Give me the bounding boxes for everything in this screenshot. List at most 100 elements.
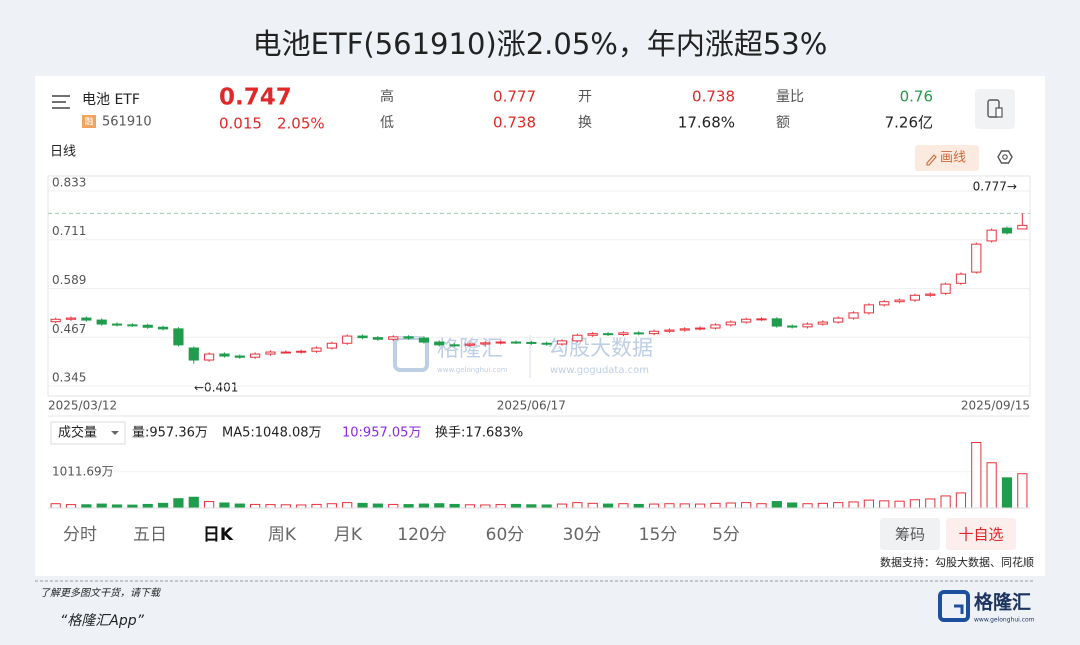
volume-bar — [802, 503, 813, 509]
watermark-partner: 勾股大数据 — [548, 336, 653, 360]
volume-bar — [572, 502, 583, 509]
change: 0.015 — [219, 115, 262, 133]
candle-body — [633, 332, 644, 335]
value: 0.738 — [493, 114, 536, 132]
candle-body — [863, 304, 874, 314]
volume-bar — [633, 503, 644, 509]
candle-body — [572, 334, 583, 342]
tab[interactable]: 五日 — [133, 525, 167, 545]
tab[interactable]: 30分 — [563, 525, 602, 545]
x-tick-label: 2025/06/17 — [497, 399, 566, 413]
volume-bar — [848, 501, 859, 509]
volume-bar — [971, 442, 982, 509]
chip-label[interactable]: 筹码 — [895, 526, 925, 544]
volume-bar — [940, 495, 951, 509]
chip-button[interactable] — [880, 518, 940, 550]
tab[interactable]: 15分 — [639, 525, 678, 545]
tab[interactable]: 60分 — [486, 525, 525, 545]
device-button[interactable] — [975, 89, 1015, 129]
candle-body — [372, 337, 383, 340]
volume-selector-label[interactable]: 成交量 — [58, 425, 97, 441]
volume-bar — [449, 503, 460, 509]
candle-body — [449, 344, 460, 347]
volume-bar — [265, 504, 276, 509]
volume-bar — [986, 462, 997, 509]
volume-bar — [50, 503, 61, 509]
footer-app: “格隆汇App” — [60, 613, 145, 629]
label: 开 — [578, 89, 592, 105]
watermark-brand: 格隆汇 — [437, 337, 503, 362]
volume-bar — [756, 503, 767, 509]
y-tick-label: 0.345 — [52, 371, 86, 385]
tab[interactable]: 月K — [334, 525, 363, 545]
candle-body — [157, 326, 169, 330]
candle-body — [388, 336, 399, 340]
label: 低 — [380, 115, 394, 131]
candle-body — [879, 301, 890, 306]
value: 0.777 — [493, 88, 536, 106]
settings-icon[interactable] — [997, 150, 1013, 164]
volume-bar — [648, 503, 660, 509]
source: 数据支持：勾股大数据、同花顺 — [880, 555, 1034, 569]
watchlist-button[interactable] — [946, 518, 1016, 550]
candle-body — [311, 347, 322, 352]
tab[interactable]: 120分 — [397, 525, 446, 545]
volume-bar — [188, 496, 199, 509]
label: 高 — [380, 88, 394, 105]
volume-bar — [1001, 477, 1013, 509]
candle-body — [679, 328, 690, 331]
label: 量比 — [776, 89, 804, 105]
volume-bar — [510, 503, 522, 509]
candle-body — [510, 341, 522, 344]
volume-bar — [65, 504, 77, 509]
tab[interactable]: 周K — [268, 525, 297, 545]
candle-body — [111, 323, 123, 326]
candle-body — [925, 293, 936, 296]
candle-body — [280, 351, 291, 354]
candle-body — [756, 318, 767, 321]
fund-name: 电池 ETF — [82, 92, 140, 108]
candle-body — [541, 342, 552, 345]
candle-body — [695, 327, 706, 330]
tab[interactable]: 日K — [203, 525, 234, 545]
volume-selector[interactable] — [50, 421, 126, 445]
volume-bar — [863, 499, 874, 509]
ma5-value: MA5:1048.08万 — [222, 426, 322, 441]
volume-bar — [234, 503, 245, 509]
x-tick-label: 2025/09/15 — [961, 399, 1030, 413]
candle-body — [65, 317, 77, 320]
volume-value: 量:957.36万 — [132, 426, 208, 441]
tab-bar: 分时 五日 日K 周K 月K 120分 60分 30分 15分 5分 — [63, 525, 740, 545]
candle-body — [802, 323, 813, 328]
volume-bar — [372, 503, 383, 509]
candle-body — [434, 341, 445, 346]
candle-body — [464, 343, 476, 346]
tab[interactable]: 5分 — [712, 525, 740, 545]
watchlist-label[interactable]: 十自选 — [958, 526, 1003, 544]
volume-bar — [817, 502, 828, 509]
value: 7.26亿 — [885, 114, 933, 132]
logo-url: www.gelonghui.com — [974, 617, 1035, 624]
candle-body — [526, 341, 537, 344]
volume-bar — [219, 502, 230, 509]
logo — [938, 590, 970, 622]
watermark-url: www.gogudata.com — [550, 365, 649, 376]
annotation: 0.777→ — [973, 180, 1017, 194]
menu-icon[interactable] — [52, 95, 70, 109]
candle-body — [342, 335, 353, 344]
volume-bar — [434, 503, 445, 509]
volume-bar — [173, 498, 184, 509]
x-tick-label: 2025/03/12 — [48, 399, 117, 413]
y-tick-label: 0.467 — [52, 322, 86, 336]
tab[interactable]: 分时 — [63, 525, 97, 545]
value: 0.738 — [692, 88, 735, 106]
volume-bar — [710, 502, 721, 509]
draw-button[interactable] — [915, 145, 979, 171]
volume-bar — [1017, 473, 1028, 509]
candle-body — [556, 340, 568, 345]
volume-bar — [771, 501, 782, 509]
draw-label[interactable]: 画线 — [940, 151, 966, 166]
volume-bar — [879, 500, 890, 509]
